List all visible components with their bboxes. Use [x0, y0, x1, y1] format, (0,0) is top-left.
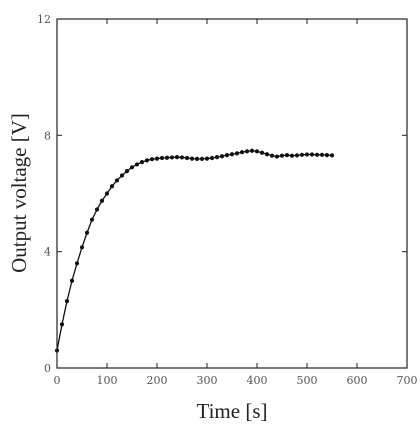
data-point [84, 230, 90, 235]
data-point [59, 322, 65, 327]
data-point [124, 169, 130, 174]
data-point [164, 155, 170, 160]
data-point [279, 153, 285, 158]
data-point [199, 156, 205, 161]
data-point [209, 155, 215, 161]
y-tick-label: 0 [44, 362, 51, 375]
data-point [324, 153, 330, 158]
data-point [99, 198, 105, 203]
data-point [94, 207, 100, 212]
y-axis-title: Output voltage [V] [7, 113, 31, 273]
tick-labels: 0 100 200 300 400 500 600 700 0 4 8 12 [37, 13, 418, 387]
data-point [299, 152, 305, 157]
x-tick-label: 400 [247, 374, 268, 387]
data-point [149, 157, 155, 162]
data-point [104, 191, 110, 196]
data-point [214, 155, 220, 160]
plot-frame [56, 18, 408, 369]
x-tick-label: 300 [197, 374, 218, 387]
data-point [89, 217, 95, 222]
x-tick-label: 500 [297, 374, 318, 387]
data-point [114, 178, 120, 183]
x-tick-label: 700 [397, 374, 418, 387]
data-point [329, 153, 335, 158]
data-point [269, 153, 275, 158]
data-point [249, 148, 255, 153]
data-point [109, 184, 115, 189]
data-point [294, 153, 300, 158]
y-tick-label: 8 [44, 129, 51, 142]
data-point [64, 299, 70, 304]
data-point [119, 173, 125, 178]
data-point [239, 150, 245, 155]
y-tick-label: 4 [44, 246, 51, 259]
data-point [234, 151, 240, 156]
data-point [74, 261, 80, 266]
data-point [254, 149, 260, 154]
series-line [56, 150, 333, 351]
data-point [169, 155, 175, 160]
data-point [274, 154, 280, 159]
data-point [79, 245, 85, 250]
data-point [289, 153, 295, 158]
data-point [219, 154, 225, 159]
data-point [284, 153, 290, 158]
data-point [154, 156, 160, 161]
x-tick-label: 0 [54, 374, 61, 387]
data-point [319, 152, 325, 157]
data-point [69, 278, 75, 283]
y-tick-label: 12 [37, 13, 51, 26]
data-point [194, 156, 200, 161]
data-point [134, 162, 140, 167]
data-point [184, 155, 190, 161]
data-point [314, 152, 320, 157]
data-point [179, 155, 185, 160]
data-point [174, 155, 180, 160]
data-point [224, 153, 230, 158]
data-point [189, 156, 195, 161]
data-point [129, 165, 135, 170]
series-layer [54, 148, 335, 353]
data-point [244, 149, 250, 154]
x-tick-label: 200 [147, 374, 168, 387]
data-point [139, 159, 145, 165]
data-point [304, 152, 310, 157]
data-point [229, 152, 235, 157]
data-point [264, 152, 270, 157]
data-point [144, 158, 150, 163]
data-point [309, 152, 315, 157]
x-tick-label: 600 [347, 374, 368, 387]
data-point [159, 155, 165, 161]
x-axis-title: Time [s] [197, 399, 268, 423]
data-point [259, 150, 265, 155]
tick-marks [56, 18, 408, 369]
x-tick-label: 100 [97, 374, 118, 387]
data-point [204, 156, 210, 161]
